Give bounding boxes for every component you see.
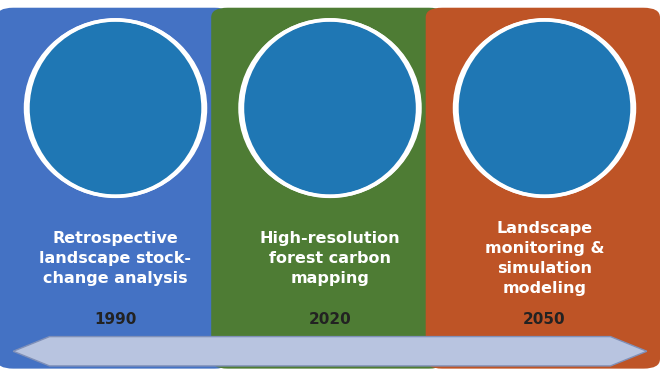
FancyBboxPatch shape [211, 8, 446, 369]
Text: 2020: 2020 [309, 312, 351, 327]
Text: 2050: 2050 [523, 312, 566, 327]
Polygon shape [13, 337, 647, 366]
Text: 1990: 1990 [94, 312, 137, 327]
FancyBboxPatch shape [0, 8, 231, 369]
Ellipse shape [238, 18, 422, 198]
Ellipse shape [24, 18, 207, 198]
Ellipse shape [459, 22, 630, 195]
Text: High-resolution
forest carbon
mapping: High-resolution forest carbon mapping [259, 231, 401, 286]
Text: Retrospective
landscape stock-
change analysis: Retrospective landscape stock- change an… [40, 231, 191, 286]
Ellipse shape [453, 18, 636, 198]
FancyBboxPatch shape [426, 8, 660, 369]
Ellipse shape [244, 22, 416, 195]
Text: Landscape
monitoring &
simulation
modeling: Landscape monitoring & simulation modeli… [484, 222, 605, 296]
Ellipse shape [30, 22, 201, 195]
